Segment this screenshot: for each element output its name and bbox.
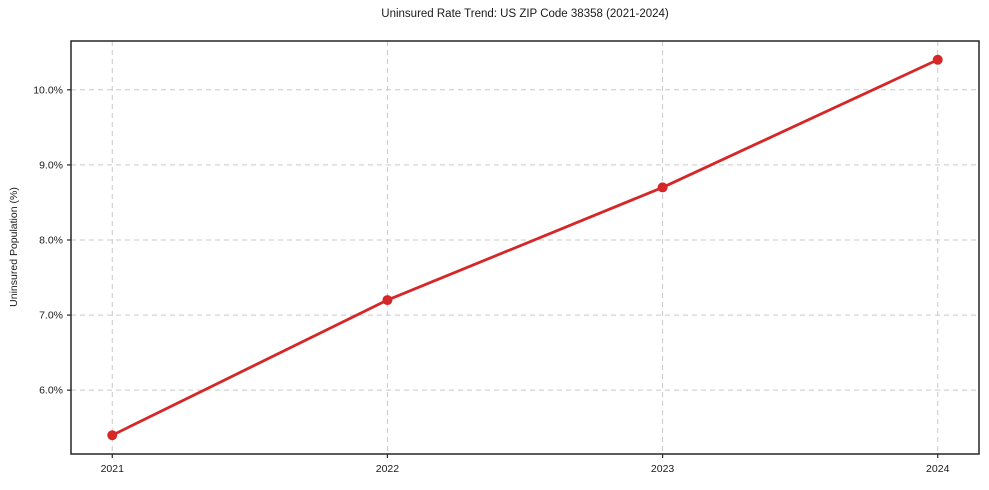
data-point-marker bbox=[657, 182, 668, 193]
data-point-marker bbox=[107, 430, 118, 441]
x-tick-label: 2022 bbox=[376, 463, 400, 475]
y-tick-label: 9.0% bbox=[39, 159, 63, 171]
data-point-marker bbox=[382, 295, 393, 306]
chart-title: Uninsured Rate Trend: US ZIP Code 38358 … bbox=[381, 8, 669, 20]
data-point-marker bbox=[932, 54, 943, 65]
y-tick-label: 8.0% bbox=[39, 234, 63, 246]
x-tick-label: 2024 bbox=[926, 463, 950, 475]
y-tick-label: 6.0% bbox=[39, 385, 63, 397]
x-tick-label: 2021 bbox=[101, 463, 125, 475]
trend-line bbox=[110, 58, 940, 437]
y-tick-label: 7.0% bbox=[39, 310, 63, 322]
y-tick-label: 10.0% bbox=[33, 84, 63, 96]
x-tick-label: 2023 bbox=[651, 463, 675, 475]
plot-frame bbox=[70, 40, 980, 455]
